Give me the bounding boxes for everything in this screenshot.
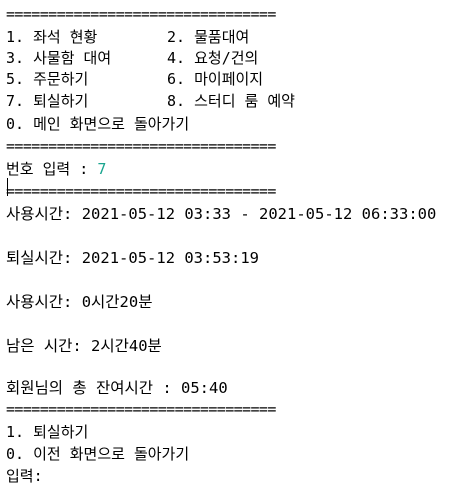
separator-line: ================================ (6, 182, 276, 200)
prompt-value: 7 (97, 160, 107, 178)
checkout-time: 퇴실시간: 2021-05-12 03:53:19 (6, 249, 260, 267)
number-prompt: 번호 입력 : 7 (6, 159, 106, 179)
menu-item-locker-rental: 3. 사물함 대여 (6, 49, 112, 67)
separator-line: ================================ (6, 400, 276, 418)
menu-item-study-room: 8. 스터디 룸 예약 (167, 92, 295, 110)
text-cursor (7, 178, 8, 196)
submenu-checkout: 1. 퇴실하기 (6, 423, 89, 441)
usage-range: 사용시간: 2021-05-12 03:33 - 2021-05-12 06:3… (6, 205, 437, 223)
menu-item-checkout: 7. 퇴실하기 (6, 92, 89, 110)
menu-item-order: 5. 주문하기 (6, 70, 89, 88)
submenu-back-prev: 0. 이전 화면으로 돌아가기 (6, 445, 190, 463)
menu-item-item-rental: 2. 물품대여 (167, 28, 250, 46)
input-prompt[interactable]: 입력: (6, 467, 43, 485)
prompt-label: 번호 입력 : (6, 160, 98, 178)
remaining-time: 남은 시간: 2시간40분 (6, 337, 162, 355)
menu-item-back-main: 0. 메인 화면으로 돌아가기 (6, 115, 190, 133)
menu-item-request: 4. 요청/건의 (167, 49, 259, 67)
separator-line: ================================ (6, 137, 276, 155)
menu-item-mypage: 6. 마이페이지 (167, 70, 264, 88)
used-time: 사용시간: 0시간20분 (6, 293, 153, 311)
menu-item-seat-status: 1. 좌석 현황 (6, 28, 98, 46)
total-remaining-time: 회원님의 총 잔여시간 : 05:40 (6, 379, 228, 397)
separator-line: ================================ (6, 5, 276, 23)
